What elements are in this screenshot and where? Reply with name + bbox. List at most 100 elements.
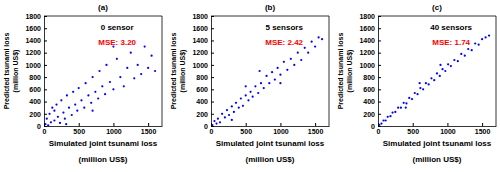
point [447, 63, 449, 65]
point [109, 81, 111, 83]
point [53, 110, 55, 112]
point [228, 114, 230, 116]
point [238, 107, 240, 109]
tick: 1600 [25, 25, 47, 32]
point [46, 118, 48, 120]
point [380, 122, 382, 124]
tick: 0 [204, 123, 214, 130]
tick-label: 1600 [25, 25, 41, 32]
y-axis: 020040060080010001200140016001800 [25, 13, 47, 130]
tick-label: 600 [29, 86, 41, 93]
tick-label: 1500 [141, 128, 157, 135]
tick: 400 [196, 98, 214, 105]
x-axis-title: (million US$) [79, 155, 128, 164]
annotation: 5 sensors [265, 23, 303, 32]
tick-mark [280, 123, 281, 126]
tick-mark [44, 77, 47, 78]
point [408, 97, 410, 99]
point [450, 65, 452, 67]
point [48, 113, 50, 115]
annotation: MSE: 2.42 [265, 38, 303, 47]
point [219, 121, 221, 123]
x-axis-title: Simulated joint tsunami loss [216, 139, 325, 148]
point [126, 67, 128, 69]
annotation: MSE: 3.20 [98, 38, 136, 47]
point [439, 75, 441, 77]
point [226, 109, 228, 111]
tick-mark [211, 16, 214, 17]
tick-label: 400 [29, 98, 41, 105]
point [57, 116, 59, 118]
point [307, 52, 309, 54]
point [439, 64, 441, 66]
tick-mark [378, 16, 381, 17]
tick-mark [211, 102, 214, 103]
frame [44, 16, 162, 126]
y-axis-title: (million US$) [179, 50, 187, 93]
tick: 1800 [192, 13, 214, 20]
tick-mark [378, 53, 381, 54]
point [419, 87, 421, 89]
point [382, 119, 384, 121]
point [286, 69, 288, 71]
tick: 1200 [25, 49, 47, 56]
x-axis-title: Simulated joint tsunami loss [383, 139, 492, 148]
tick-mark [79, 123, 80, 126]
point [433, 79, 435, 81]
x-axis-title: (million US$) [413, 155, 462, 164]
point [263, 87, 265, 89]
title: (c) [432, 3, 442, 12]
point [97, 97, 99, 99]
point [59, 122, 61, 124]
point [405, 102, 407, 104]
tick: 600 [29, 86, 47, 93]
point [213, 120, 215, 122]
tick-label: 200 [29, 111, 41, 118]
point [416, 93, 418, 95]
point [467, 48, 469, 50]
point [403, 102, 405, 104]
point [76, 110, 78, 112]
tick-mark [44, 65, 47, 66]
tick: 1800 [359, 13, 381, 20]
point [235, 102, 237, 104]
point [68, 107, 70, 109]
tick-mark [378, 65, 381, 66]
tick-label: 500 [407, 128, 419, 135]
tick-label: 1400 [359, 37, 375, 44]
axis-line [379, 126, 497, 127]
tick-mark [113, 123, 114, 126]
tick-mark [211, 28, 214, 29]
point [314, 45, 316, 47]
panel: 0500100015000200400600800100012001400160… [170, 3, 330, 164]
tick-mark [211, 40, 214, 41]
frame [211, 16, 329, 126]
point [400, 107, 402, 109]
point [130, 52, 132, 54]
y-axis-title: (million US$) [346, 50, 354, 93]
tick-label: 0 [43, 128, 47, 135]
point [247, 99, 249, 101]
tick: 0 [371, 123, 381, 130]
tick-label: 0 [37, 123, 41, 130]
tick-mark [378, 102, 381, 103]
point [62, 111, 64, 113]
point [252, 96, 254, 98]
tick: 500 [73, 123, 85, 135]
point [240, 97, 242, 99]
point [488, 34, 490, 36]
tick: 1000 [106, 123, 122, 135]
tick: 1400 [359, 37, 381, 44]
tick: 1200 [359, 49, 381, 56]
point [271, 71, 273, 73]
tick-mark [211, 89, 214, 90]
tick: 1800 [25, 13, 47, 20]
tick-label: 1000 [359, 62, 375, 69]
tick-mark [44, 16, 47, 17]
point [101, 85, 103, 87]
point [258, 70, 260, 72]
tick-label: 0 [210, 128, 214, 135]
annotation: 0 sensor [101, 23, 134, 32]
tick: 1000 [359, 62, 381, 69]
tick: 1600 [192, 25, 214, 32]
